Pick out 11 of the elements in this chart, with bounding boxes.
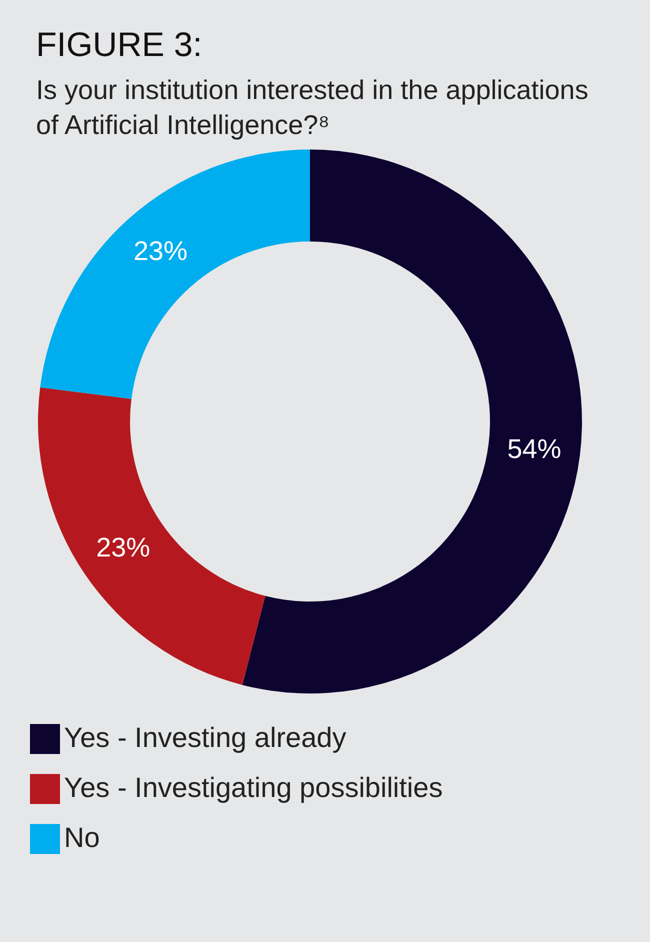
legend-label: Yes - Investing already: [64, 722, 346, 754]
chart-title: FIGURE 3:: [35, 25, 204, 65]
donut-slice: [40, 150, 310, 400]
donut-slice: [38, 388, 266, 686]
data-label: 23%: [96, 532, 150, 563]
legend-label: Yes - Investigating possibilities: [64, 772, 443, 804]
chart-subtitle: Is your institution interested in the applications of Artificial Intelligence?⁸: [35, 74, 590, 142]
donut-slice: [242, 150, 582, 694]
data-label: 23%: [134, 236, 188, 266]
data-label: 54%: [507, 434, 562, 464]
legend-label: No: [64, 822, 100, 854]
